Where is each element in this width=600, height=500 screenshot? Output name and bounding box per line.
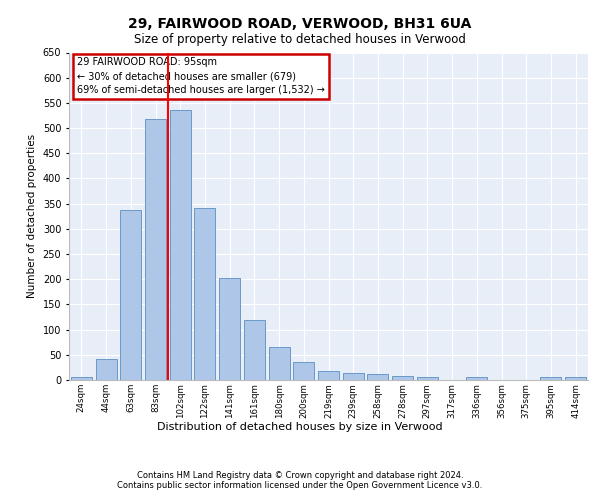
Bar: [95, 359, 116, 380]
Bar: [269, 346, 290, 380]
Text: Contains public sector information licensed under the Open Government Licence v3: Contains public sector information licen…: [118, 481, 482, 490]
Bar: [343, 373, 364, 380]
Bar: [170, 110, 191, 380]
Text: Distribution of detached houses by size in Verwood: Distribution of detached houses by size …: [157, 422, 443, 432]
Bar: [71, 378, 92, 380]
Bar: [565, 378, 586, 380]
Text: 29, FAIRWOOD ROAD, VERWOOD, BH31 6UA: 29, FAIRWOOD ROAD, VERWOOD, BH31 6UA: [128, 18, 472, 32]
Bar: [466, 378, 487, 380]
Bar: [145, 118, 166, 380]
Bar: [392, 376, 413, 380]
Bar: [541, 378, 562, 380]
Bar: [293, 362, 314, 380]
Bar: [194, 208, 215, 380]
Text: Contains HM Land Registry data © Crown copyright and database right 2024.: Contains HM Land Registry data © Crown c…: [137, 471, 463, 480]
Bar: [367, 374, 388, 380]
Text: 29 FAIRWOOD ROAD: 95sqm
← 30% of detached houses are smaller (679)
69% of semi-d: 29 FAIRWOOD ROAD: 95sqm ← 30% of detache…: [77, 58, 325, 96]
Bar: [417, 378, 438, 380]
Bar: [244, 320, 265, 380]
Text: Size of property relative to detached houses in Verwood: Size of property relative to detached ho…: [134, 32, 466, 46]
Bar: [219, 278, 240, 380]
Bar: [318, 371, 339, 380]
Y-axis label: Number of detached properties: Number of detached properties: [27, 134, 37, 298]
Bar: [120, 210, 141, 380]
